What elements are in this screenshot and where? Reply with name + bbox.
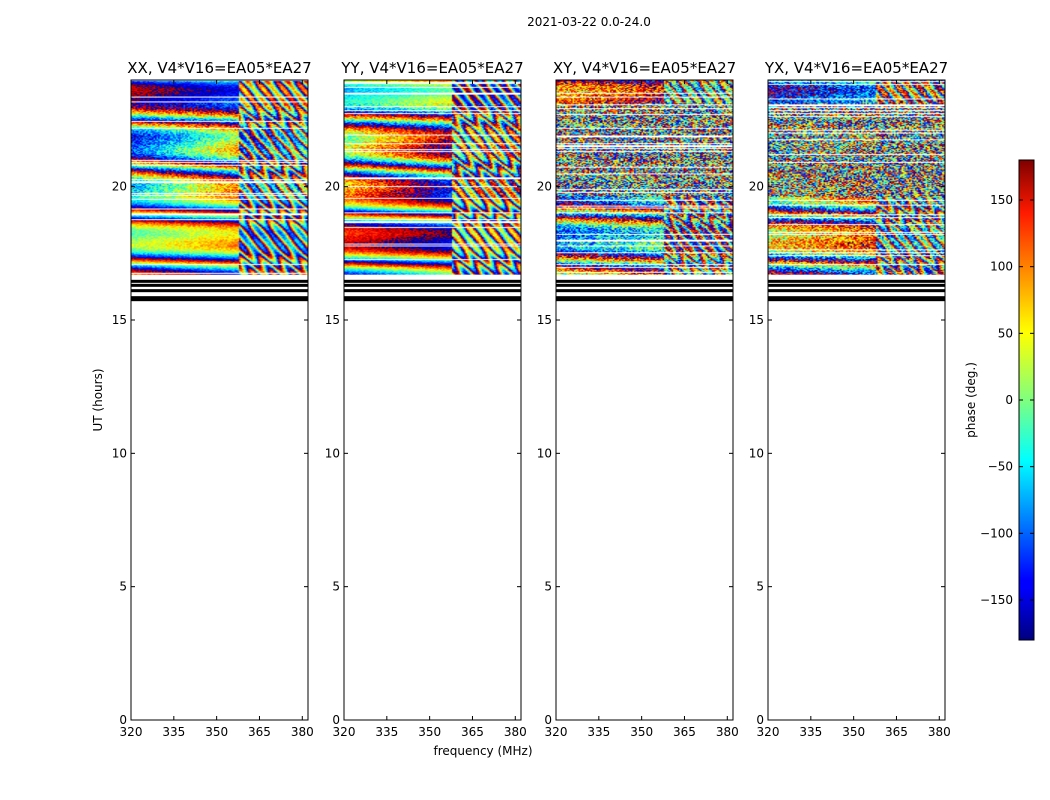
- panel-xy-ytick-label: 10: [537, 446, 552, 460]
- panel-yy-ytick-label: 5: [332, 580, 340, 594]
- panel-xy-xtick-label: 350: [630, 725, 653, 739]
- panel-yx-title: YX, V4*V16=EA05*EA27: [764, 59, 948, 77]
- panel-yx-xtick-label: 335: [799, 725, 822, 739]
- panel-yx-frame: [767, 79, 946, 721]
- panel-yy-frame: [343, 79, 522, 721]
- panel-xx: XX, V4*V16=EA05*EA27 320 335 350 365 380 0 5 10 1…: [112, 59, 314, 739]
- panel-xy-xtick-label: 320: [545, 725, 568, 739]
- colorbar-tick-label: 150: [990, 193, 1013, 207]
- panel-yx: YX, V4*V16=EA05*EA27 320 335 350 365 380 0 5 10 1…: [749, 59, 951, 739]
- panel-yx-xtick-label: 350: [842, 725, 865, 739]
- panel-yx-flag-line: [768, 289, 945, 293]
- panel-yx-flag-line: [768, 279, 945, 283]
- panel-yy-flag-line: [344, 289, 521, 293]
- panel-xy-ytick-label: 15: [537, 313, 552, 327]
- panel-xx-xtick-label: 380: [291, 725, 314, 739]
- colorbar-tick-label: 50: [998, 326, 1013, 340]
- colorbar-label: phase (deg.): [964, 362, 978, 438]
- panel-yx-xtick-label: 365: [885, 725, 908, 739]
- panel-yx-ytick-label: 15: [749, 313, 764, 327]
- panel-yy: YY, V4*V16=EA05*EA27 320 335 350 365 380 0 5 10 1…: [325, 59, 527, 739]
- panel-yy-ytick-label: 0: [332, 713, 340, 727]
- panel-xy-flag-line: [556, 279, 733, 283]
- panel-yy-xtick-label: 365: [461, 725, 484, 739]
- colorbar-tick-label: −100: [980, 526, 1013, 540]
- panel-yy-xtick-label: 350: [418, 725, 441, 739]
- panel-xx-heatmap: [131, 80, 308, 275]
- panel-xx-ytick-label: 10: [112, 446, 127, 460]
- panel-yx-ytick-label: 20: [749, 180, 764, 194]
- panel-yx-ytick-label: 0: [756, 713, 764, 727]
- panel-xy-ytick-label: 5: [544, 580, 552, 594]
- panel-xx-title: XX, V4*V16=EA05*EA27: [127, 59, 311, 77]
- panel-yy-heatmap: [344, 80, 521, 275]
- panel-yy-xtick-label: 335: [375, 725, 398, 739]
- panel-yy-flag-line: [344, 279, 521, 283]
- panel-xy-flag-line: [556, 296, 733, 302]
- panel-xx-xtick-label: 350: [205, 725, 228, 739]
- panel-xx-xtick-label: 335: [162, 725, 185, 739]
- panels-group: XX, V4*V16=EA05*EA27 320 335 350 365 380 0 5 10 1…: [112, 59, 951, 739]
- colorbar-tick-label: −50: [988, 460, 1013, 474]
- panel-xx-flag-line: [131, 296, 308, 302]
- panel-xx-xtick-label: 320: [120, 725, 143, 739]
- panel-yx-flag-line: [768, 296, 945, 302]
- colorbar-tick-label: −150: [980, 593, 1013, 607]
- panel-xy-xtick-label: 335: [587, 725, 610, 739]
- panel-xx-flag-line: [131, 279, 308, 283]
- panel-yx-ytick-label: 5: [756, 580, 764, 594]
- panel-xx-ytick-label: 0: [119, 713, 127, 727]
- panel-xx-ytick-label: 15: [112, 313, 127, 327]
- panel-yx-ytick-label: 10: [749, 446, 764, 460]
- panel-yy-xtick-label: 380: [504, 725, 527, 739]
- panel-xx-ytick-label: 20: [112, 180, 127, 194]
- panel-xx-frame: [130, 79, 309, 721]
- y-axis-label: UT (hours): [91, 368, 105, 431]
- panel-xy-heatmap: [556, 80, 733, 275]
- panel-xy-xtick-label: 380: [716, 725, 739, 739]
- colorbar-tick-label: 100: [990, 260, 1013, 274]
- panel-xy-xtick-label: 365: [673, 725, 696, 739]
- panel-xx-flag-line: [131, 283, 308, 287]
- panel-yy-flag-line: [344, 283, 521, 287]
- panel-yy-ytick-label: 10: [325, 446, 340, 460]
- panel-xy-title: XY, V4*V16=EA05*EA27: [553, 59, 736, 77]
- panel-xy-flag-line: [556, 283, 733, 287]
- x-axis-label: frequency (MHz): [433, 744, 532, 758]
- colorbar: 150 100 50 0 −50 −100 −150 phase (deg.): [964, 159, 1035, 641]
- panel-xy-frame: [555, 79, 734, 721]
- panel-yy-title: YY, V4*V16=EA05*EA27: [340, 59, 523, 77]
- panel-yy-ytick-label: 15: [325, 313, 340, 327]
- panel-yx-xtick-label: 320: [757, 725, 780, 739]
- panel-yx-xtick-label: 380: [928, 725, 951, 739]
- panel-xy: XY, V4*V16=EA05*EA27 320 335 350 365 380 0 5 10 1…: [537, 59, 739, 739]
- panel-xx-ytick-label: 5: [119, 580, 127, 594]
- panel-xx-xtick-label: 365: [248, 725, 271, 739]
- colorbar-tick-label: 0: [1005, 393, 1013, 407]
- panel-yy-xtick-label: 320: [333, 725, 356, 739]
- panel-xy-ytick-label: 0: [544, 713, 552, 727]
- panel-yy-ytick-label: 20: [325, 180, 340, 194]
- colorbar-ticks: 150 100 50 0 −50 −100 −150: [980, 193, 1034, 607]
- panel-xy-ytick-label: 20: [537, 180, 552, 194]
- panel-yx-flag-line: [768, 283, 945, 287]
- panel-yy-flag-line: [344, 296, 521, 302]
- panel-xy-flag-line: [556, 289, 733, 293]
- panel-yx-heatmap: [768, 80, 945, 275]
- panel-xx-flag-line: [131, 289, 308, 293]
- figure-title: 2021-03-22 0.0-24.0: [527, 15, 651, 29]
